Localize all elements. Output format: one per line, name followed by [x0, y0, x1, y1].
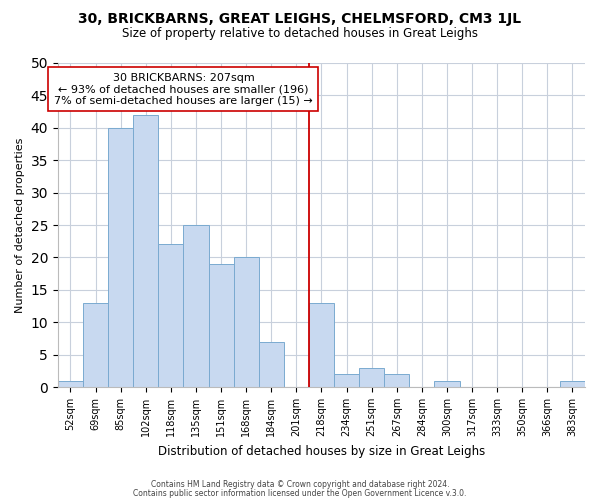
Text: Contains public sector information licensed under the Open Government Licence v.: Contains public sector information licen…: [133, 488, 467, 498]
Bar: [259, 342, 284, 387]
X-axis label: Distribution of detached houses by size in Great Leighs: Distribution of detached houses by size …: [158, 444, 485, 458]
Text: 30, BRICKBARNS, GREAT LEIGHS, CHELMSFORD, CM3 1JL: 30, BRICKBARNS, GREAT LEIGHS, CHELMSFORD…: [79, 12, 521, 26]
Bar: [133, 115, 158, 387]
Bar: [233, 258, 259, 387]
Bar: [83, 303, 108, 387]
Bar: [560, 380, 585, 387]
Bar: [384, 374, 409, 387]
Bar: [309, 303, 334, 387]
Bar: [209, 264, 233, 387]
Bar: [359, 368, 384, 387]
Bar: [184, 225, 209, 387]
Bar: [334, 374, 359, 387]
Bar: [108, 128, 133, 387]
Bar: [158, 244, 184, 387]
Text: 30 BRICKBARNS: 207sqm
← 93% of detached houses are smaller (196)
7% of semi-deta: 30 BRICKBARNS: 207sqm ← 93% of detached …: [54, 72, 313, 106]
Bar: [434, 380, 460, 387]
Y-axis label: Number of detached properties: Number of detached properties: [15, 138, 25, 312]
Text: Contains HM Land Registry data © Crown copyright and database right 2024.: Contains HM Land Registry data © Crown c…: [151, 480, 449, 489]
Text: Size of property relative to detached houses in Great Leighs: Size of property relative to detached ho…: [122, 28, 478, 40]
Bar: [58, 380, 83, 387]
